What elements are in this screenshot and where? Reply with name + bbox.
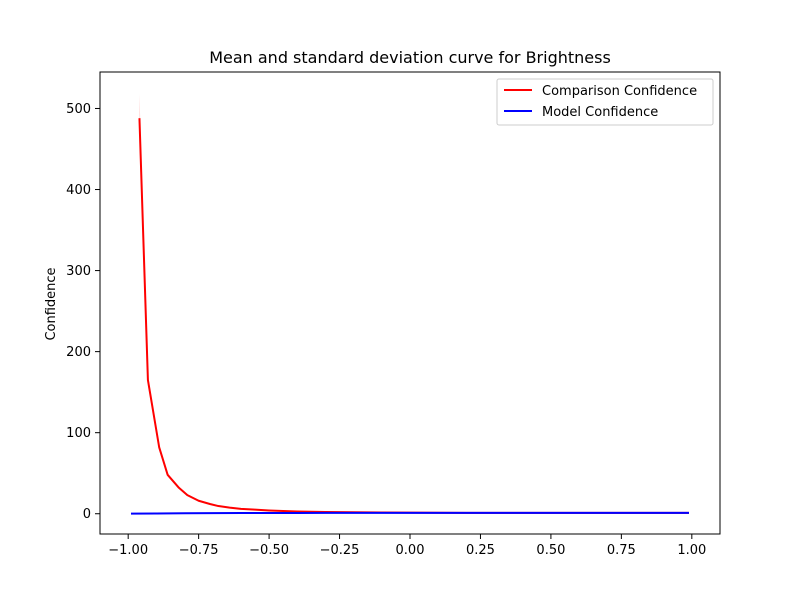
x-tick-label: 0.50 [536,543,565,558]
legend-box [496,78,714,126]
y-tick-label: 200 [66,345,91,360]
x-tick-label: −0.25 [320,543,360,558]
x-tick-label: 1.00 [677,543,706,558]
x-tick-label: 0.75 [607,543,636,558]
x-tick-label: 0.00 [396,543,425,558]
legend: Comparison Confidence Model Confidence [496,78,714,126]
y-tick-label: 0 [83,507,91,522]
y-axis-label: Confidence [44,267,59,340]
legend-entry-model: Model Confidence [542,105,658,120]
x-axis: −1.00 −0.75 −0.50 −0.25 0.00 0.25 0.50 0.75 1.00 [108,534,706,558]
model-confidence-line [130,511,689,515]
x-tick-label: −0.75 [179,543,219,558]
x-tick-label: −0.50 [249,543,289,558]
x-tick-label: −1.00 [108,543,148,558]
x-tick-label: 0.25 [466,543,495,558]
chart-title: Mean and standard deviation curve for Br… [209,48,611,67]
plot-area [130,93,689,515]
y-tick-label: 400 [66,183,91,198]
y-axis: 0 100 200 300 400 500 [66,102,100,522]
y-tick-label: 300 [66,264,91,279]
y-tick-label: 500 [66,102,91,117]
legend-entry-comparison: Comparison Confidence [542,84,697,99]
y-tick-label: 100 [66,426,91,441]
